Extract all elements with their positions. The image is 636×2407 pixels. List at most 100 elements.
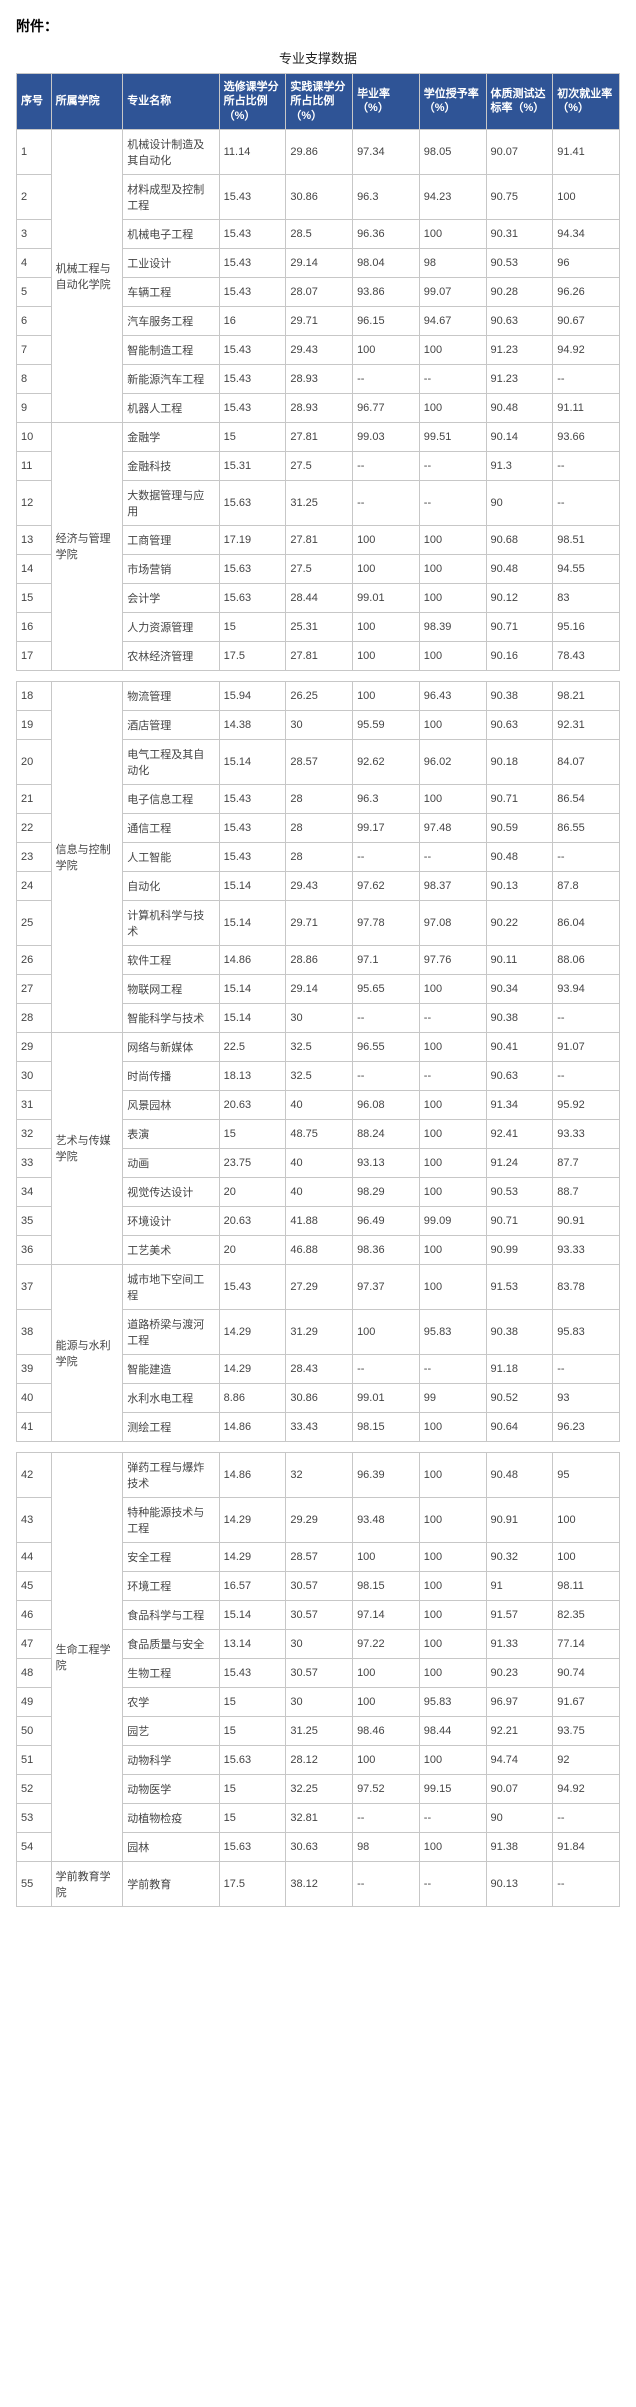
cell-elect: 16 <box>219 306 286 335</box>
cell-deg: 100 <box>419 784 486 813</box>
cell-phys: 90.16 <box>486 641 553 670</box>
cell-grad: 99.03 <box>353 422 420 451</box>
cell-major: 工商管理 <box>123 525 219 554</box>
cell-deg: 98.37 <box>419 871 486 900</box>
cell-pract: 29.14 <box>286 974 353 1003</box>
table-row: 1机械工程与自动化学院机械设计制造及其自动化11.1429.8697.3498.… <box>17 129 620 174</box>
cell-grad: -- <box>353 1861 420 1906</box>
cell-grad: 98 <box>353 1832 420 1861</box>
cell-emp: 83 <box>553 583 620 612</box>
cell-elect: 15.14 <box>219 1003 286 1032</box>
cell-emp: 82.35 <box>553 1600 620 1629</box>
cell-pract: 32.81 <box>286 1803 353 1832</box>
table-row: 18信息与控制学院物流管理15.9426.2510096.4390.3898.2… <box>17 681 620 710</box>
cell-grad: 97.37 <box>353 1264 420 1309</box>
cell-phys: 92.41 <box>486 1119 553 1148</box>
attachment-label: 附件： <box>16 16 620 36</box>
cell-elect: 15 <box>219 1119 286 1148</box>
cell-emp: 91.11 <box>553 393 620 422</box>
cell-elect: 15.43 <box>219 335 286 364</box>
cell-deg: 100 <box>419 1497 486 1542</box>
cell-emp: 83.78 <box>553 1264 620 1309</box>
cell-emp: -- <box>553 364 620 393</box>
cell-phys: 90 <box>486 480 553 525</box>
cell-emp: 96.23 <box>553 1412 620 1441</box>
cell-deg: 100 <box>419 1177 486 1206</box>
cell-major: 酒店管理 <box>123 710 219 739</box>
cell-deg: 99 <box>419 1383 486 1412</box>
cell-deg: 98.05 <box>419 129 486 174</box>
cell-idx: 31 <box>17 1090 52 1119</box>
cell-emp: 94.92 <box>553 335 620 364</box>
cell-grad: -- <box>353 1003 420 1032</box>
col-dept: 所属学院 <box>51 74 123 130</box>
cell-grad: 97.1 <box>353 945 420 974</box>
cell-major: 软件工程 <box>123 945 219 974</box>
cell-idx: 11 <box>17 451 52 480</box>
cell-idx: 15 <box>17 583 52 612</box>
cell-grad: -- <box>353 451 420 480</box>
cell-deg: 100 <box>419 1264 486 1309</box>
cell-grad: -- <box>353 842 420 871</box>
cell-pract: 27.5 <box>286 554 353 583</box>
cell-dept: 能源与水利学院 <box>51 1264 123 1441</box>
table-row: 42生命工程学院弹药工程与爆炸技术14.863296.3910090.4895 <box>17 1452 620 1497</box>
cell-major: 动物医学 <box>123 1774 219 1803</box>
cell-phys: 91.34 <box>486 1090 553 1119</box>
cell-phys: 90.71 <box>486 612 553 641</box>
cell-deg: 100 <box>419 219 486 248</box>
cell-emp: 84.07 <box>553 739 620 784</box>
cell-pract: 28 <box>286 784 353 813</box>
cell-elect: 15 <box>219 1803 286 1832</box>
cell-emp: 95.83 <box>553 1309 620 1354</box>
cell-elect: 23.75 <box>219 1148 286 1177</box>
cell-emp: 87.7 <box>553 1148 620 1177</box>
cell-emp: 95.16 <box>553 612 620 641</box>
cell-pract: 31.29 <box>286 1309 353 1354</box>
cell-major: 材料成型及控制工程 <box>123 174 219 219</box>
cell-deg: -- <box>419 1354 486 1383</box>
cell-major: 电气工程及其自动化 <box>123 739 219 784</box>
cell-pract: 30.57 <box>286 1600 353 1629</box>
cell-phys: 90.63 <box>486 306 553 335</box>
cell-emp: 98.51 <box>553 525 620 554</box>
cell-phys: 90.14 <box>486 422 553 451</box>
cell-phys: 91.33 <box>486 1629 553 1658</box>
cell-pract: 40 <box>286 1090 353 1119</box>
cell-deg: 100 <box>419 554 486 583</box>
cell-major: 金融学 <box>123 422 219 451</box>
cell-deg: 100 <box>419 710 486 739</box>
cell-major: 新能源汽车工程 <box>123 364 219 393</box>
cell-elect: 15 <box>219 612 286 641</box>
cell-deg: 95.83 <box>419 1687 486 1716</box>
cell-grad: 99.01 <box>353 1383 420 1412</box>
cell-major: 农学 <box>123 1687 219 1716</box>
cell-emp: 93.33 <box>553 1119 620 1148</box>
cell-elect: 15.63 <box>219 1832 286 1861</box>
cell-phys: 90.31 <box>486 219 553 248</box>
cell-emp: 92.31 <box>553 710 620 739</box>
cell-grad: -- <box>353 1061 420 1090</box>
cell-emp: 86.54 <box>553 784 620 813</box>
cell-deg: 95.83 <box>419 1309 486 1354</box>
cell-emp: 93.75 <box>553 1716 620 1745</box>
cell-pract: 28.44 <box>286 583 353 612</box>
cell-idx: 24 <box>17 871 52 900</box>
cell-elect: 20 <box>219 1235 286 1264</box>
cell-deg: 100 <box>419 974 486 1003</box>
cell-grad: 97.78 <box>353 900 420 945</box>
cell-idx: 21 <box>17 784 52 813</box>
cell-pract: 40 <box>286 1177 353 1206</box>
cell-phys: 90.38 <box>486 1309 553 1354</box>
cell-emp: 77.14 <box>553 1629 620 1658</box>
cell-emp: 96.26 <box>553 277 620 306</box>
cell-pract: 28.57 <box>286 739 353 784</box>
cell-idx: 52 <box>17 1774 52 1803</box>
cell-phys: 90.13 <box>486 1861 553 1906</box>
cell-dept: 经济与管理学院 <box>51 422 123 670</box>
cell-major: 通信工程 <box>123 813 219 842</box>
cell-major: 人工智能 <box>123 842 219 871</box>
cell-deg: 99.51 <box>419 422 486 451</box>
cell-emp: 91.84 <box>553 1832 620 1861</box>
cell-pract: 30 <box>286 1687 353 1716</box>
